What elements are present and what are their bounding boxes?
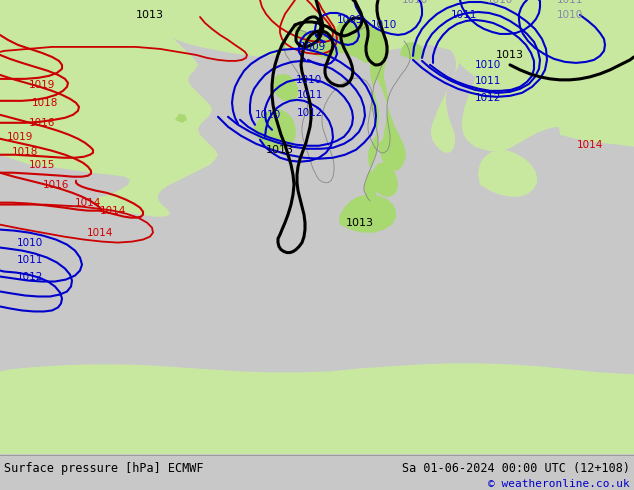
Text: 1009: 1009 [337,15,363,25]
Text: 1018: 1018 [12,147,38,157]
Text: 1010: 1010 [371,20,397,30]
Text: 1014: 1014 [100,206,126,216]
Text: © weatheronline.co.uk: © weatheronline.co.uk [488,479,630,489]
Text: 1010: 1010 [402,0,428,5]
Polygon shape [374,37,406,171]
Polygon shape [271,74,298,102]
Text: 1010: 1010 [17,238,43,247]
Polygon shape [372,163,398,196]
Polygon shape [254,109,296,150]
Text: 1009: 1009 [300,42,326,52]
Text: 1010: 1010 [487,0,513,5]
Text: 1019: 1019 [7,132,33,142]
Text: 1010: 1010 [557,10,583,20]
Text: 1011: 1011 [17,255,43,265]
Polygon shape [0,0,218,217]
Polygon shape [430,0,461,153]
Text: 1014: 1014 [577,140,603,150]
Polygon shape [0,364,634,454]
Polygon shape [339,195,396,233]
Polygon shape [0,0,634,70]
Text: 1010: 1010 [475,60,501,70]
Text: 1011: 1011 [451,10,477,20]
Text: 1019: 1019 [29,80,55,90]
Polygon shape [294,25,388,63]
Text: Sa 01-06-2024 00:00 UTC (12+108): Sa 01-06-2024 00:00 UTC (12+108) [402,462,630,475]
Text: Surface pressure [hPa] ECMWF: Surface pressure [hPa] ECMWF [4,462,204,475]
Text: 1013: 1013 [496,50,524,60]
Text: 1010: 1010 [296,75,322,85]
Text: 1014: 1014 [75,197,101,208]
Text: 1018: 1018 [32,98,58,108]
Text: 1011: 1011 [475,76,501,86]
Polygon shape [366,226,373,233]
Text: 1016: 1016 [43,180,69,190]
Text: 1011: 1011 [297,90,323,100]
Text: 1012: 1012 [17,271,43,282]
Text: 1011: 1011 [557,0,583,5]
Polygon shape [336,19,388,201]
Text: 1013: 1013 [136,10,164,20]
Text: 1013: 1013 [266,145,294,155]
Polygon shape [462,0,634,152]
Text: 1010: 1010 [255,110,281,120]
Text: 1016: 1016 [29,118,55,128]
Text: 1015: 1015 [29,160,55,170]
Polygon shape [420,0,634,115]
Polygon shape [295,0,362,37]
Polygon shape [400,42,424,60]
Polygon shape [0,0,55,87]
Polygon shape [175,114,187,123]
Text: 1013: 1013 [346,218,374,228]
Polygon shape [478,150,537,196]
Text: 1012: 1012 [475,93,501,103]
Text: 1014: 1014 [87,228,113,238]
Text: 1012: 1012 [297,108,323,118]
Polygon shape [248,374,400,454]
